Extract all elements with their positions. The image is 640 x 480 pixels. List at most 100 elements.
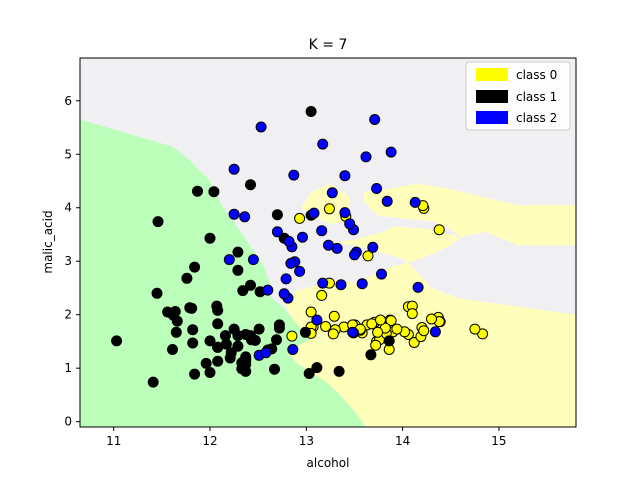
legend-label-class-2: class 2 bbox=[516, 111, 557, 125]
point-class-2 bbox=[326, 187, 338, 199]
point-class-2 bbox=[283, 235, 295, 247]
point-class-1 bbox=[237, 285, 249, 297]
point-class-1 bbox=[204, 232, 216, 244]
point-class-1 bbox=[187, 337, 199, 349]
point-class-2 bbox=[308, 207, 320, 219]
point-class-0 bbox=[323, 203, 335, 215]
point-class-1 bbox=[167, 344, 178, 355]
point-class-0 bbox=[406, 308, 418, 320]
point-class-1 bbox=[170, 326, 182, 338]
y-tick-label: 6 bbox=[64, 94, 72, 108]
point-class-2 bbox=[369, 114, 381, 125]
point-class-1 bbox=[147, 376, 159, 388]
y-axis: 0 1 2 3 4 5 6 bbox=[64, 94, 80, 429]
point-class-2 bbox=[287, 344, 299, 355]
point-class-2 bbox=[347, 326, 359, 338]
x-tick-label: 13 bbox=[299, 434, 314, 448]
legend-swatch-class-1 bbox=[476, 90, 508, 103]
point-class-2 bbox=[349, 249, 360, 261]
point-class-0 bbox=[327, 328, 339, 340]
point-class-2 bbox=[316, 225, 328, 237]
legend-swatch-class-0 bbox=[476, 68, 508, 81]
point-class-0 bbox=[372, 326, 384, 338]
y-tick-label: 2 bbox=[64, 308, 72, 322]
x-axis-label: alcohol bbox=[307, 456, 350, 470]
point-class-1 bbox=[365, 349, 377, 361]
point-class-1 bbox=[245, 179, 256, 191]
point-class-1 bbox=[305, 106, 317, 117]
point-class-1 bbox=[152, 216, 164, 228]
point-class-2 bbox=[223, 254, 235, 266]
point-class-2 bbox=[371, 183, 383, 194]
point-class-1 bbox=[212, 355, 224, 367]
point-class-2 bbox=[344, 218, 356, 230]
point-class-1 bbox=[245, 279, 256, 291]
point-class-2 bbox=[262, 284, 274, 296]
point-class-2 bbox=[255, 121, 267, 133]
y-tick-label: 4 bbox=[64, 201, 72, 215]
point-class-1 bbox=[212, 341, 224, 353]
point-class-2 bbox=[381, 195, 393, 207]
point-class-2 bbox=[228, 163, 240, 175]
point-class-1 bbox=[311, 362, 323, 374]
point-class-2 bbox=[360, 151, 372, 163]
point-class-2 bbox=[239, 211, 251, 223]
x-tick-label: 12 bbox=[202, 434, 217, 448]
x-tick-label: 11 bbox=[106, 434, 121, 448]
point-class-1 bbox=[232, 340, 244, 352]
point-class-2 bbox=[409, 196, 421, 208]
point-class-1 bbox=[303, 368, 315, 379]
x-tick-label: 14 bbox=[395, 434, 410, 448]
point-class-0 bbox=[375, 314, 386, 326]
point-class-2 bbox=[228, 208, 240, 220]
decision-region-class-0-band bbox=[285, 226, 576, 427]
point-class-1 bbox=[200, 357, 212, 369]
point-class-1 bbox=[225, 347, 237, 359]
point-class-2 bbox=[271, 226, 283, 238]
point-class-0 bbox=[426, 313, 437, 325]
data-points bbox=[111, 106, 489, 388]
point-class-1 bbox=[240, 329, 252, 340]
point-class-2 bbox=[323, 239, 334, 251]
point-class-1 bbox=[232, 264, 244, 276]
point-class-0 bbox=[385, 315, 397, 327]
point-class-1 bbox=[192, 185, 203, 197]
point-class-1 bbox=[184, 302, 196, 314]
legend: class 0 class 1 class 2 bbox=[465, 61, 571, 131]
point-class-2 bbox=[297, 231, 308, 243]
point-class-2 bbox=[335, 279, 347, 291]
point-class-0 bbox=[328, 310, 340, 322]
point-class-0 bbox=[370, 339, 382, 351]
point-class-1 bbox=[383, 335, 395, 347]
point-class-1 bbox=[162, 306, 174, 318]
point-class-2 bbox=[247, 254, 259, 266]
point-class-1 bbox=[253, 323, 265, 335]
point-class-2 bbox=[412, 281, 424, 293]
y-tick-label: 1 bbox=[64, 361, 72, 375]
point-class-2 bbox=[288, 169, 300, 181]
y-tick-label: 0 bbox=[64, 415, 72, 429]
point-class-2 bbox=[278, 288, 290, 300]
point-class-2 bbox=[356, 278, 368, 290]
point-class-1 bbox=[189, 368, 201, 380]
point-class-2 bbox=[367, 241, 379, 253]
point-class-1 bbox=[269, 363, 280, 375]
point-class-1 bbox=[204, 335, 216, 347]
point-class-1 bbox=[333, 365, 345, 377]
point-class-1 bbox=[204, 367, 216, 378]
point-class-0 bbox=[362, 250, 374, 262]
point-class-0 bbox=[294, 212, 306, 224]
point-class-2 bbox=[317, 277, 329, 289]
point-class-0 bbox=[418, 325, 430, 337]
x-tick-label: 15 bbox=[491, 434, 506, 448]
point-class-1 bbox=[273, 322, 285, 334]
point-class-0 bbox=[391, 323, 403, 335]
point-class-0 bbox=[305, 306, 317, 318]
point-class-1 bbox=[232, 246, 244, 258]
point-class-0 bbox=[320, 321, 332, 332]
point-class-2 bbox=[280, 273, 292, 285]
point-class-0 bbox=[477, 328, 489, 340]
point-class-2 bbox=[285, 257, 297, 269]
point-class-2 bbox=[260, 347, 272, 359]
